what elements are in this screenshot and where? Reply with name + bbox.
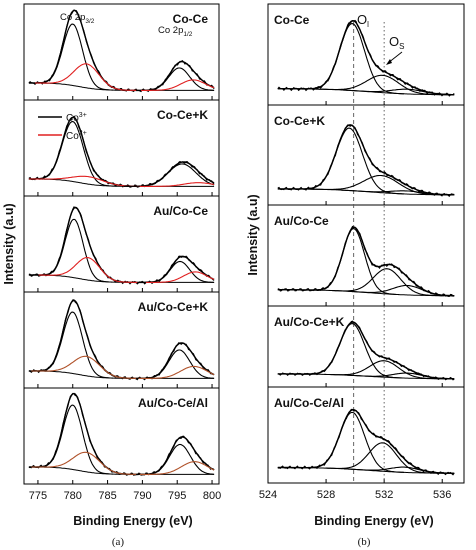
sample-label: Co-Ce	[274, 13, 310, 27]
experimental-curve	[277, 124, 455, 197]
legend-co2-label: Co2+	[66, 130, 87, 142]
x-tick-label: 532	[375, 489, 393, 501]
x-tick-label: 785	[98, 490, 116, 502]
component-co3p	[32, 404, 114, 475]
sample-label: Au/Co-Ce/Al	[138, 396, 208, 410]
subplot-frame	[267, 386, 465, 484]
component-co3p	[32, 311, 114, 379]
component-os2	[339, 189, 455, 196]
panel-a-caption: (a)	[112, 536, 125, 548]
component-os	[315, 74, 450, 96]
component-co2p	[138, 365, 215, 379]
panel-a-sample-labels: Co-Ce Co-Ce+K Au/Co-Ce Au/Co-Ce+K Au/Co-Ce/A…	[138, 12, 209, 410]
panel-b-x-axis-label: Binding Energy (eV)	[314, 514, 433, 528]
component-co2p	[141, 79, 215, 91]
component-os2	[343, 466, 455, 474]
component-oi	[294, 127, 404, 195]
component-os2	[341, 88, 455, 96]
component-os	[325, 442, 440, 474]
experimental-curve	[277, 320, 455, 381]
sample-label: Au/Co-Ce+K	[138, 300, 209, 314]
experimental-curve	[277, 19, 455, 97]
sample-label: Au/Co-Ce+K	[274, 315, 345, 329]
component-co2p	[31, 355, 143, 379]
baseline-curve	[28, 178, 215, 187]
component-co2p	[145, 271, 215, 283]
component-co2p	[38, 256, 138, 283]
envelope-curve	[28, 206, 215, 284]
panel-a-peak-annotation-2p32: Co 2p3/2	[60, 12, 95, 25]
component-co2p	[31, 451, 143, 475]
sample-label: Co-Ce+K	[157, 108, 208, 122]
envelope-curve	[277, 19, 455, 96]
sample-label: Au/Co-Ce/Al	[274, 396, 344, 410]
component-co3p	[123, 163, 215, 187]
subplot-frame	[23, 387, 220, 485]
panel-b-x-ticks: 524 528 532 536	[259, 489, 452, 501]
envelope-curve	[277, 321, 455, 380]
panel-b-o1s-spectra: Co-Ce Co-Ce+K Au/Co-Ce Au/Co-Ce+K Au/Co-Ce/A…	[246, 3, 465, 548]
component-oi	[308, 228, 400, 296]
envelope-curve	[277, 124, 455, 196]
panel-b-caption: (b)	[358, 536, 371, 548]
panel-a-peak-annotation-2p12: Co 2p1/2	[158, 25, 193, 38]
component-co3p	[32, 23, 114, 91]
component-co2p	[35, 63, 139, 91]
sample-label: Co-Ce	[173, 12, 209, 26]
component-os	[308, 174, 455, 196]
component-co2p	[139, 461, 215, 475]
component-os2	[347, 284, 455, 297]
experimental-curve	[28, 115, 215, 188]
x-tick-label: 780	[64, 490, 82, 502]
panel-b-sample-labels: Co-Ce Co-Ce+K Au/Co-Ce Au/Co-Ce+K Au/Co-Ce/A…	[274, 13, 345, 410]
panel-a-curves	[28, 9, 215, 476]
panel-b-os-annotation: OS	[389, 34, 404, 51]
x-tick-label: 536	[433, 489, 451, 501]
x-tick-label: 775	[29, 490, 47, 502]
x-tick-label: 524	[259, 489, 277, 501]
baseline-curve	[28, 370, 215, 379]
panel-a-legend: Co3+ Co2+	[38, 112, 87, 142]
panel-a-y-axis-label: Intensity (a.u)	[2, 203, 16, 284]
x-tick-label: 790	[133, 490, 151, 502]
experimental-curve	[277, 225, 455, 297]
sample-label: Au/Co-Ce	[274, 214, 329, 228]
x-tick-label: 528	[317, 489, 335, 501]
experimental-curve	[277, 408, 455, 476]
panel-a-x-axis-label: Binding Energy (eV)	[73, 514, 192, 528]
component-co2p	[139, 182, 215, 187]
x-tick-label: 795	[168, 490, 186, 502]
sample-label: Co-Ce+K	[274, 114, 325, 128]
legend-co3-label: Co3+	[66, 112, 87, 124]
panel-b-y-axis-label: Intensity (a.u)	[246, 194, 260, 275]
envelope-curve	[277, 408, 455, 474]
sample-label: Au/Co-Ce	[153, 204, 208, 218]
component-co3p	[36, 218, 112, 283]
component-oi	[301, 411, 405, 473]
envelope-curve	[28, 116, 215, 187]
panel-b-reference-lines	[353, 22, 385, 481]
envelope-curve	[277, 226, 455, 297]
baseline-curve	[28, 466, 215, 475]
component-os	[324, 360, 445, 380]
panel-a-co2p-spectra: Co-Ce Co-Ce+K Au/Co-Ce Au/Co-Ce+K Au/Co-Ce/A…	[2, 3, 221, 548]
panel-b-frames	[267, 3, 465, 484]
component-oi	[301, 323, 404, 379]
component-oi	[301, 23, 404, 95]
experimental-curve	[28, 206, 215, 285]
panel-a-x-ticks: 775 780 785 790 795 800	[29, 490, 221, 502]
panel-b-oi-annotation: Ol	[357, 12, 369, 29]
panel-a-frames	[23, 3, 220, 485]
component-os2	[347, 372, 455, 380]
panel-b-curves	[277, 19, 455, 476]
panel-b-os-arrow-head	[386, 59, 392, 65]
x-tick-label: 800	[203, 490, 221, 502]
component-co3p	[28, 120, 117, 187]
